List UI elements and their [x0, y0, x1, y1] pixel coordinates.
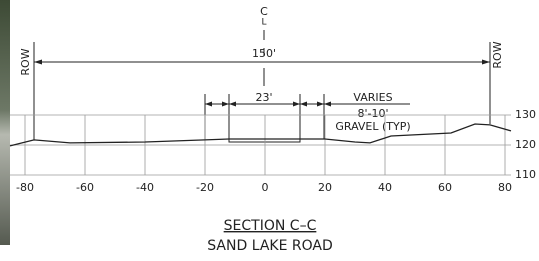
x-tick-label: -40 [136, 181, 154, 194]
x-tick-label: 60 [438, 181, 452, 194]
varies: VARIES [353, 91, 392, 104]
x-tick-label: 40 [378, 181, 392, 194]
centerline-l: L [261, 18, 266, 28]
x-tick-label: -80 [16, 181, 34, 194]
shoulder-type: GRAVEL (TYP) [335, 120, 410, 133]
y-tick-label: 130 [515, 108, 536, 121]
row-label: ROW [491, 41, 504, 68]
chart: C L 150' ROW ROW 23' VARIES 8'-10' GRAVE… [0, 0, 539, 261]
shoulder-width: 8'-10' [357, 107, 388, 120]
x-tick-label: 80 [498, 181, 512, 194]
row-width: 150' [252, 47, 276, 60]
y-tick-label: 120 [515, 138, 536, 151]
row-label: ROW [19, 48, 32, 75]
x-tick-label: 20 [318, 181, 332, 194]
centerline-c: C [260, 5, 268, 18]
x-tick-label: 0 [262, 181, 269, 194]
photo-strip [0, 0, 10, 245]
section-subtitle: SAND LAKE ROAD [207, 238, 332, 254]
y-tick-label: 110 [515, 168, 536, 181]
pavement-width: 23' [255, 91, 272, 104]
section-title: SECTION C–C [224, 218, 317, 234]
x-tick-label: -60 [76, 181, 94, 194]
x-tick-label: -20 [196, 181, 214, 194]
